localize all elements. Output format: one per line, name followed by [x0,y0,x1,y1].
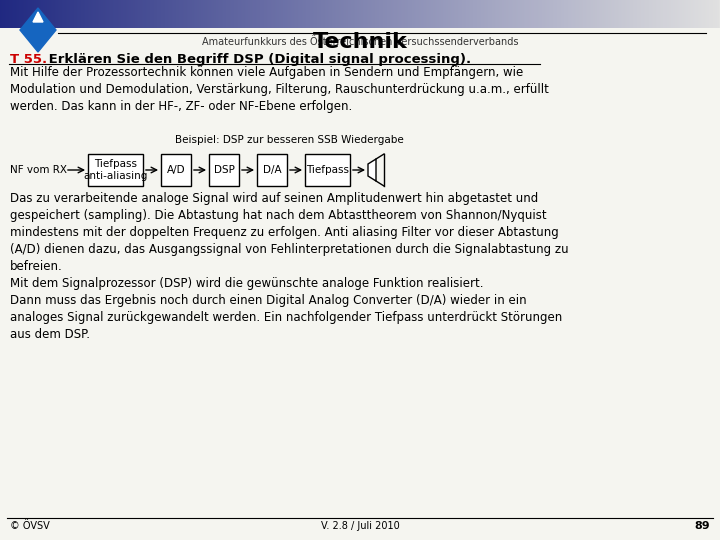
Text: Mit dem Signalprozessor (DSP) wird die gewünschte analoge Funktion realisiert.
D: Mit dem Signalprozessor (DSP) wird die g… [10,277,562,341]
FancyBboxPatch shape [209,154,239,186]
Text: DSP: DSP [214,165,235,175]
Polygon shape [33,12,43,22]
FancyBboxPatch shape [161,154,191,186]
Text: Erklären Sie den Begriff DSP (Digital signal processing).: Erklären Sie den Begriff DSP (Digital si… [44,53,471,66]
Text: Tiefpass
anti-aliasing: Tiefpass anti-aliasing [84,159,148,181]
Text: A/D: A/D [167,165,185,175]
FancyBboxPatch shape [88,154,143,186]
Text: 89: 89 [694,521,710,531]
Text: Beispiel: DSP zur besseren SSB Wiedergabe: Beispiel: DSP zur besseren SSB Wiedergab… [175,135,404,145]
Text: Technik: Technik [312,32,408,52]
Text: D/A: D/A [263,165,282,175]
Text: T 55.: T 55. [10,53,47,66]
Text: Tiefpass: Tiefpass [306,165,349,175]
FancyBboxPatch shape [305,154,350,186]
Polygon shape [368,159,376,181]
Polygon shape [20,8,56,52]
Text: Amateurfunkkurs des Österreichischen Versuchssenderverbands: Amateurfunkkurs des Österreichischen Ver… [202,37,518,47]
Text: Das zu verarbeitende analoge Signal wird auf seinen Amplitudenwert hin abgetaste: Das zu verarbeitende analoge Signal wird… [10,192,569,273]
Text: NF vom RX: NF vom RX [10,165,67,175]
FancyBboxPatch shape [257,154,287,186]
Text: © ÖVSV: © ÖVSV [10,521,50,531]
Text: Mit Hilfe der Prozessortechnik können viele Aufgaben in Sendern und Empfängern, : Mit Hilfe der Prozessortechnik können vi… [10,66,549,113]
Text: V. 2.8 / Juli 2010: V. 2.8 / Juli 2010 [320,521,400,531]
